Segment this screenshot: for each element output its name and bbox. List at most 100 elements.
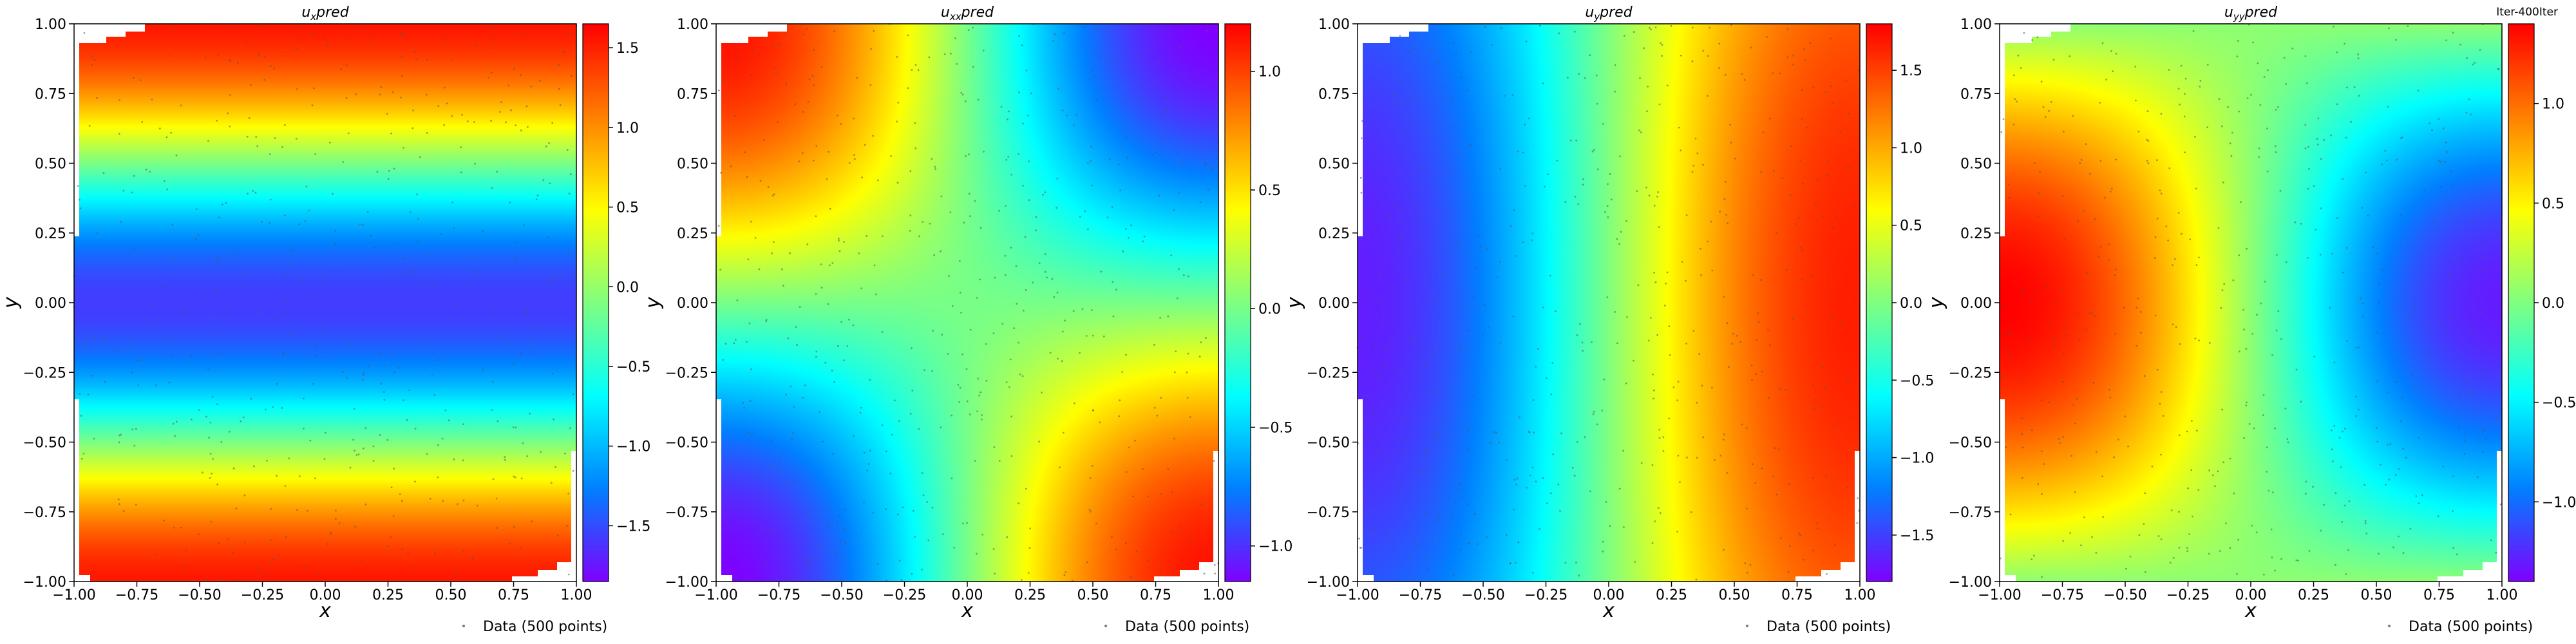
data-point (387, 178, 390, 180)
data-point (355, 93, 357, 95)
data-point (572, 469, 574, 472)
data-point (2384, 149, 2387, 152)
data-point (2405, 457, 2407, 459)
data-point (1473, 513, 1476, 515)
colorbar-tick-label: 1.0 (2542, 97, 2564, 113)
data-point (2445, 39, 2448, 41)
data-point (815, 215, 817, 218)
x-tick-label: 0.00 (1593, 587, 1625, 603)
boundary-gap (2000, 575, 2016, 582)
data-point (466, 283, 468, 286)
y-tick-label: 0.00 (1318, 296, 1350, 312)
data-point (441, 437, 444, 440)
data-point (1609, 525, 1611, 527)
data-point (2315, 229, 2317, 231)
data-point (2198, 339, 2201, 342)
data-point (966, 522, 968, 524)
data-point (1005, 205, 1007, 207)
data-point (994, 573, 996, 574)
data-point (1726, 322, 1728, 325)
data-point (2114, 333, 2117, 335)
data-point (1656, 334, 1659, 336)
heatmap-image (74, 24, 576, 582)
data-point (185, 549, 187, 551)
data-point (406, 419, 408, 421)
data-point (393, 167, 395, 170)
data-point (2052, 344, 2055, 346)
data-point (198, 533, 200, 536)
subplot-3: uypred−1.00 −0.75 −0.50 −0.25 0.00 0.25 0.50 0.… (1283, 5, 1934, 635)
data-point (1531, 466, 1534, 469)
data-point (2401, 137, 2403, 138)
data-point (1839, 130, 1841, 133)
data-point (155, 553, 157, 556)
data-point (1743, 79, 1746, 81)
data-point (93, 437, 95, 440)
data-point (2463, 433, 2466, 436)
data-point (2063, 238, 2065, 240)
data-point (1122, 101, 1124, 103)
data-point (2266, 170, 2269, 173)
data-point (2177, 212, 2180, 214)
data-point (1022, 184, 1025, 187)
data-point (1591, 341, 1593, 343)
data-point (972, 26, 974, 29)
data-point (335, 509, 337, 512)
data-point (1401, 158, 1404, 161)
data-point (1437, 61, 1439, 63)
data-point (417, 218, 419, 220)
data-point (2114, 268, 2117, 270)
data-point (2386, 159, 2388, 162)
data-point (547, 236, 549, 238)
data-point (1397, 482, 1400, 485)
data-point (233, 252, 236, 255)
data-point (2129, 555, 2132, 558)
data-point (806, 243, 809, 245)
data-point (1044, 253, 1046, 256)
data-point (2167, 239, 2170, 242)
data-point (747, 258, 750, 261)
data-point (981, 533, 983, 536)
data-point (570, 75, 573, 77)
data-point (495, 497, 498, 500)
data-point (190, 418, 193, 421)
data-point (773, 193, 775, 196)
data-point (392, 91, 394, 93)
data-point (1092, 70, 1094, 72)
data-point (1500, 27, 1502, 30)
data-point (2223, 283, 2226, 285)
data-point (2144, 492, 2146, 495)
data-point (443, 86, 446, 89)
boundary-gap (1154, 576, 1180, 582)
data-point (1634, 561, 1636, 563)
data-point (1668, 325, 1671, 327)
data-point (372, 460, 375, 462)
data-point (374, 308, 375, 310)
data-point (1406, 279, 1408, 281)
data-point (889, 472, 892, 475)
data-point (1143, 47, 1145, 49)
data-point (1579, 323, 1581, 325)
data-point (274, 137, 276, 140)
data-point (2467, 392, 2470, 394)
data-point (1200, 341, 1202, 344)
data-point (1466, 89, 1468, 91)
data-point (1401, 113, 1404, 116)
data-point (1061, 109, 1064, 111)
boundary-gap (1358, 24, 1363, 236)
data-point (316, 574, 318, 576)
data-point (2348, 500, 2351, 502)
data-point (2123, 307, 2125, 308)
data-point (1623, 35, 1625, 37)
data-point (196, 265, 198, 267)
data-point (2041, 493, 2043, 495)
data-point (1019, 374, 1021, 375)
data-point (815, 355, 817, 358)
boundary-gap (1358, 24, 1390, 43)
data-point (1090, 160, 1092, 162)
data-point (2082, 210, 2085, 212)
data-point (2266, 128, 2268, 129)
data-point (2392, 546, 2394, 549)
data-point (2401, 397, 2403, 399)
data-point (1049, 352, 1052, 354)
